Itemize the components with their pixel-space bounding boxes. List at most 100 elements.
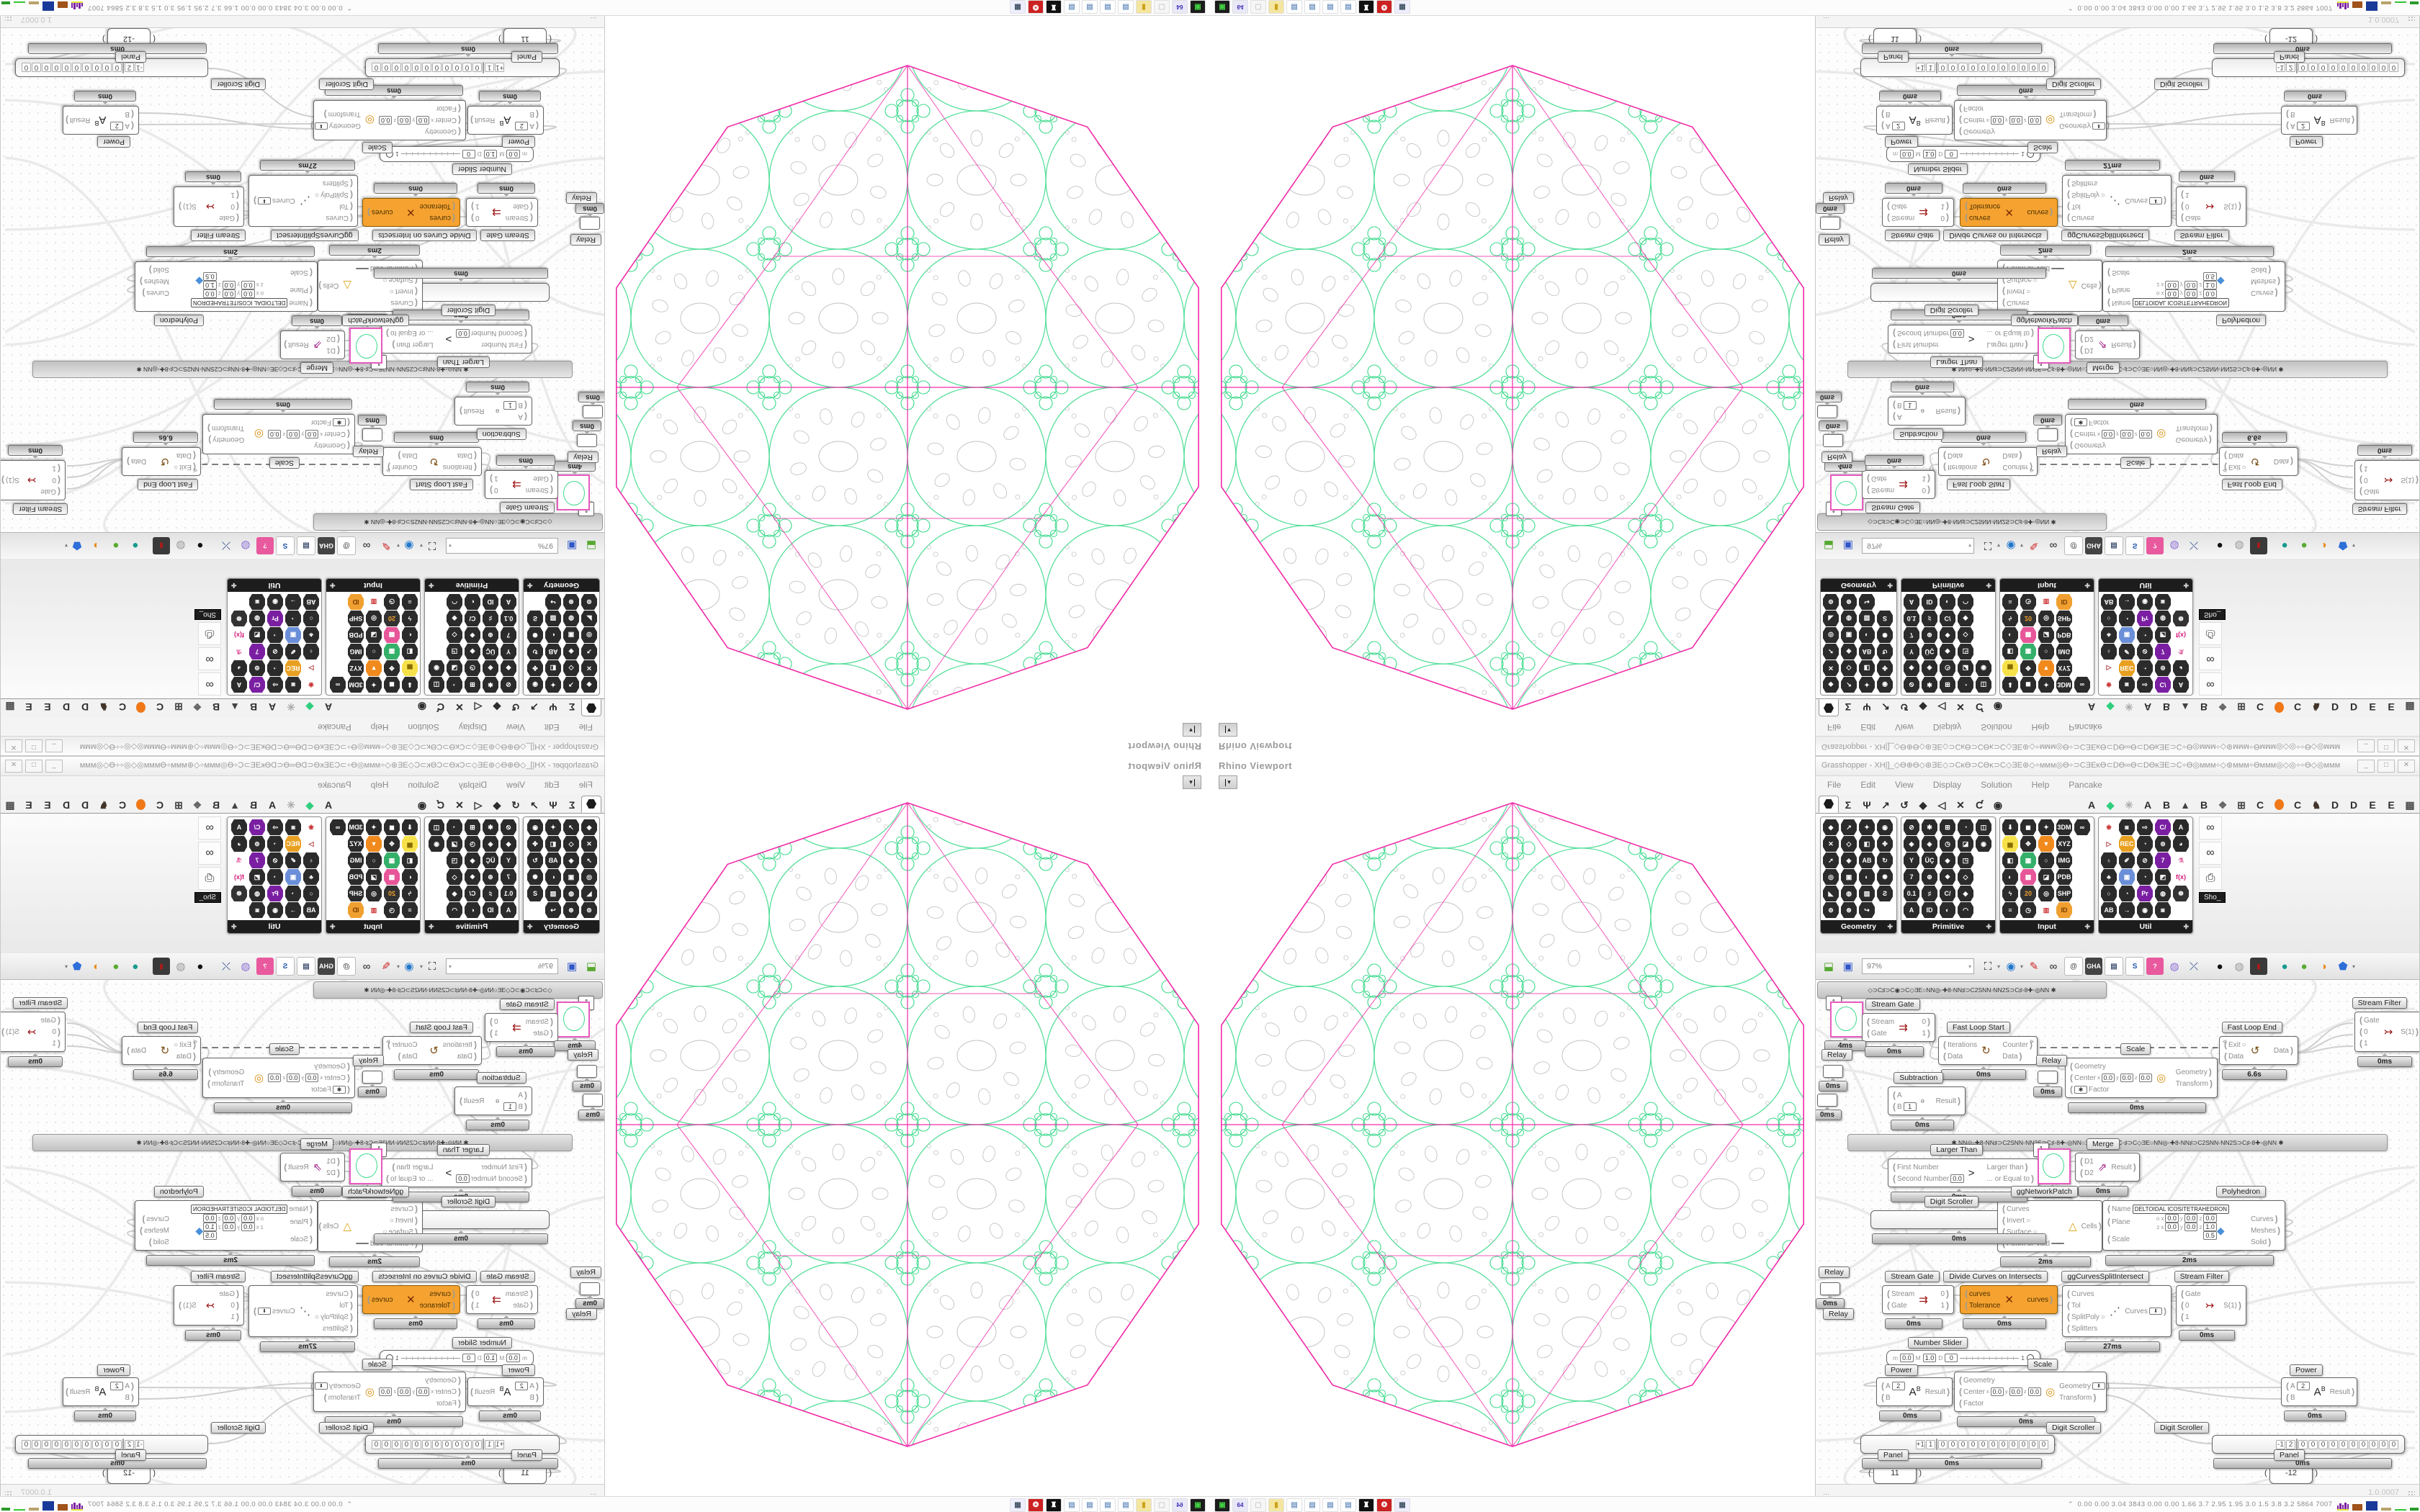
category-tab[interactable]: ◉ — [417, 799, 427, 811]
component-icon[interactable]: ▣ — [2119, 627, 2135, 643]
toggle-circle[interactable]: ○ — [2241, 1040, 2246, 1049]
node-label-chip[interactable]: Larger Than — [1930, 1144, 1984, 1156]
port-out[interactable]: Result) — [2111, 1162, 2136, 1172]
component-icon[interactable]: ◈ — [483, 836, 498, 852]
port-in[interactable]: (D2 — [326, 334, 340, 344]
node-label-chip[interactable]: Relay — [1819, 1266, 1850, 1278]
tray-icon[interactable] — [1, 1508, 10, 1511]
port-in[interactable]: (Factor — [379, 104, 461, 114]
component-icon[interactable]: ∞ — [2074, 677, 2090, 693]
category-tab[interactable]: ▩ — [2405, 701, 2415, 713]
port-out[interactable]: S(1)) — [1, 475, 19, 485]
component-polyhedron[interactable]: (Name DELTOIDAL ICOSITETRAHEDRON(Plane(Sc… — [135, 261, 318, 312]
node-label-chip[interactable]: Divide Curves on Intersects — [372, 1271, 477, 1282]
port-in[interactable]: (B 1 — [503, 1102, 527, 1112]
component-subtraction[interactable]: (A(B 1 ▫ Result) — [1888, 397, 1966, 426]
port-in[interactable]: (Gate — [1867, 1028, 1894, 1038]
component-icon[interactable]: ✐ — [2119, 852, 2135, 868]
node-label-chip[interactable]: Stream Filter — [13, 997, 68, 1009]
definition-canvas[interactable]: ◇⊃C♯⊃C◉⊃C◇ƎE○NN◎◦✚8◦NN♯⊃C2SNN◦NN2S⊃C♯◦8✚… — [1816, 27, 2419, 532]
toolbar-icon[interactable]: ◉ — [2006, 539, 2016, 552]
port-in[interactable]: (Iterations — [1943, 462, 1977, 472]
component-icon[interactable]: ◪ — [2038, 869, 2054, 885]
component-icon[interactable]: ⇨ — [2137, 819, 2153, 835]
panel-title[interactable]: Input ✚ — [2000, 579, 2094, 592]
component-icon[interactable]: ✕ — [581, 660, 597, 676]
component-icon[interactable]: ◇ — [1841, 660, 1857, 676]
category-tab[interactable]: ✕ — [455, 701, 464, 713]
component-icon[interactable]: ◷ — [384, 902, 400, 918]
node-label-chip[interactable]: Merge — [300, 362, 333, 374]
component-icon[interactable]: ⊘ — [2137, 852, 2153, 868]
component-icon[interactable]: ⊘ — [1904, 677, 1919, 693]
component-icon[interactable]: ◉ — [267, 594, 283, 610]
category-tab[interactable]: E — [44, 799, 51, 811]
component-icon[interactable]: ⊚ — [1823, 594, 1839, 610]
port-in[interactable]: (Scale — [290, 268, 313, 278]
port-out[interactable]: 0) — [1940, 213, 1949, 223]
category-tab[interactable]: ↺ — [1900, 701, 1909, 713]
chevron-down-icon[interactable]: ▾ — [1997, 542, 2001, 549]
digit-cell[interactable]: 0 — [2019, 63, 2028, 73]
node-label-chip[interactable]: Divide Curves on Intersects — [1943, 1271, 2048, 1282]
component-icon[interactable]: ◪ — [1958, 660, 1973, 676]
toolbar-icon[interactable]: ⬓ — [586, 539, 597, 552]
component-icon[interactable]: ◩ — [2155, 627, 2171, 643]
toolbar-icon[interactable]: ● — [132, 539, 139, 552]
component-larger-than[interactable]: (First Number(Second Number 0.0 > Larger th… — [1888, 1158, 2039, 1187]
viewport-dropdown-button[interactable]: ▾ — [1219, 775, 1237, 789]
component-icon[interactable]: 7 — [2155, 852, 2171, 868]
toolbar-icon[interactable]: ⬓ — [1823, 960, 1834, 973]
component-icon[interactable]: ⊞ — [1940, 677, 1955, 693]
component-icon[interactable]: ◙ — [285, 677, 301, 693]
component-icon[interactable]: ✦ — [2038, 819, 2054, 835]
digit-cell[interactable]: 0 — [1938, 63, 1948, 73]
component-icon[interactable]: ➚ — [581, 644, 597, 660]
port-out[interactable]: 1) — [471, 202, 480, 212]
viewport-dropdown-button[interactable]: ▾ — [1219, 723, 1237, 737]
maximize-button[interactable]: □ — [25, 760, 42, 773]
port-in[interactable]: (Splitters — [2067, 1323, 2105, 1333]
component-icon[interactable]: ◉ — [429, 660, 444, 676]
taskbar-app-icon[interactable]: ▤ — [1100, 0, 1116, 14]
category-tab[interactable]: A — [2087, 701, 2096, 713]
port-out[interactable]: curves) — [367, 207, 393, 217]
tray-icon[interactable] — [29, 1, 39, 4]
toolbar-icon[interactable]: ◑ — [93, 539, 100, 552]
component-icon[interactable]: ID — [348, 594, 364, 610]
port-in[interactable]: (A 2 — [515, 1381, 539, 1391]
component-icon[interactable]: ◔ — [2119, 886, 2135, 901]
node-label-chip[interactable]: Digit Scroller — [2046, 1422, 2101, 1434]
node-label-chip[interactable]: Subtraction — [476, 1072, 526, 1084]
curve-param-node[interactable]: 1 — [557, 474, 594, 516]
port-out[interactable]: 1) — [471, 1300, 480, 1310]
port-in[interactable]: (A 2 — [2286, 121, 2310, 131]
port-in[interactable]: (Second Number 0.0 — [1893, 1174, 1964, 1184]
category-tab[interactable]: Ƈ — [436, 701, 445, 713]
port-out[interactable]: 0) — [490, 1017, 498, 1027]
component-icon[interactable]: ID — [2056, 594, 2072, 610]
taskbar-app-icon[interactable]: ▤ — [1322, 0, 1338, 14]
component-icon[interactable]: ◉ — [267, 902, 283, 918]
digit-scroller-node[interactable]: -1 2 0 0 0 0 0 0 0 0 0 0 — [2212, 58, 2405, 77]
tray-icon[interactable] — [2352, 1, 2362, 8]
digit-cell[interactable]: 0 — [82, 1439, 91, 1449]
value-box[interactable]: 0.0 — [203, 289, 217, 298]
node-label-chip[interactable]: Stream Gate — [500, 502, 555, 513]
toolbar-icon[interactable]: ▣ — [1842, 960, 1854, 973]
port-out[interactable]: S(1)) — [179, 1300, 197, 1310]
component-icon[interactable]: C/ — [2155, 677, 2171, 693]
port-out[interactable]: Result) — [2330, 115, 2354, 125]
component-icon[interactable]: ◈ — [1922, 836, 1937, 852]
component-icon[interactable]: ✦ — [2038, 677, 2054, 693]
tray-icon[interactable] — [2395, 1509, 2406, 1511]
toolbar-icon[interactable]: ◉ — [404, 539, 414, 552]
port-in[interactable]: (Iterations — [443, 462, 477, 472]
component-icon[interactable]: 3DM — [2056, 677, 2072, 693]
port-in[interactable]: (Stream — [1887, 1289, 1914, 1299]
component-scale[interactable]: (Geometry(Center x 0.0 y 0.0 z 0.0(✱ Factor ◎ Geo… — [2065, 1058, 2218, 1098]
component-icon[interactable]: ♁ — [303, 852, 319, 868]
component-icon[interactable]: ◪ — [1958, 836, 1973, 852]
digit-cell[interactable]: 0 — [32, 63, 41, 73]
digit-cell[interactable]: +1 — [495, 1439, 505, 1449]
